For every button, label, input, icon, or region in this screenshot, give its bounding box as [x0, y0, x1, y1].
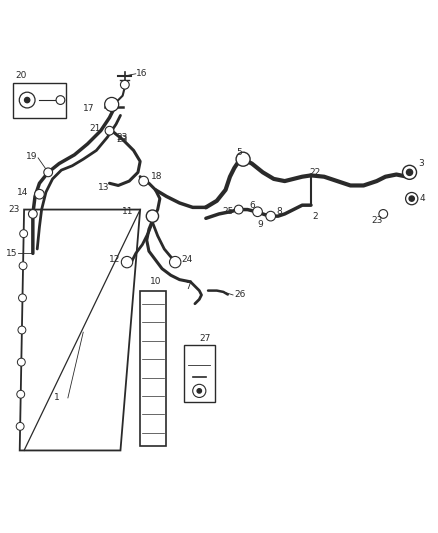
- Circle shape: [105, 126, 114, 135]
- Circle shape: [121, 256, 133, 268]
- Circle shape: [193, 384, 206, 398]
- Bar: [13, 83, 66, 118]
- Circle shape: [379, 209, 388, 219]
- Circle shape: [236, 152, 250, 166]
- Text: 5: 5: [236, 148, 242, 157]
- Text: 2: 2: [313, 212, 318, 221]
- Circle shape: [18, 326, 26, 334]
- Circle shape: [253, 207, 262, 216]
- Bar: [140, 290, 166, 446]
- Circle shape: [139, 176, 148, 186]
- Circle shape: [16, 423, 24, 430]
- Text: 10: 10: [150, 277, 161, 286]
- Circle shape: [146, 210, 159, 222]
- Circle shape: [197, 389, 201, 393]
- Text: 18: 18: [151, 172, 162, 181]
- Text: 21: 21: [89, 124, 101, 133]
- Circle shape: [406, 169, 413, 175]
- Circle shape: [120, 80, 129, 89]
- Text: 9: 9: [258, 220, 264, 229]
- Text: 3: 3: [418, 159, 424, 168]
- Text: 8: 8: [276, 207, 282, 216]
- Text: 20: 20: [15, 71, 27, 80]
- Text: 22: 22: [310, 168, 321, 177]
- Circle shape: [20, 230, 28, 238]
- Bar: [184, 345, 215, 402]
- Circle shape: [44, 168, 53, 177]
- Circle shape: [403, 165, 417, 179]
- Circle shape: [266, 211, 276, 221]
- Circle shape: [170, 256, 181, 268]
- Text: 15: 15: [6, 249, 18, 258]
- Circle shape: [409, 196, 414, 201]
- Circle shape: [35, 189, 44, 199]
- Circle shape: [19, 262, 27, 270]
- Circle shape: [56, 96, 65, 104]
- Text: 16: 16: [136, 69, 147, 78]
- Text: 6: 6: [249, 201, 255, 209]
- Circle shape: [406, 192, 418, 205]
- Text: 26: 26: [234, 290, 246, 300]
- Text: 19: 19: [26, 151, 37, 160]
- Text: 23: 23: [371, 216, 382, 225]
- Circle shape: [19, 92, 35, 108]
- Text: 17: 17: [83, 104, 94, 114]
- Text: 25: 25: [222, 207, 233, 216]
- Circle shape: [234, 205, 243, 214]
- Text: 1: 1: [54, 393, 60, 402]
- Text: 24: 24: [182, 255, 193, 264]
- Text: 12: 12: [109, 255, 120, 264]
- Circle shape: [17, 390, 25, 398]
- Text: 13: 13: [98, 183, 110, 192]
- Circle shape: [18, 358, 25, 366]
- Text: 14: 14: [17, 188, 28, 197]
- Circle shape: [18, 294, 26, 302]
- Circle shape: [28, 209, 37, 219]
- Circle shape: [25, 98, 30, 103]
- Circle shape: [105, 98, 119, 111]
- Text: 27: 27: [199, 334, 211, 343]
- Text: 11: 11: [122, 207, 134, 216]
- Text: 23: 23: [116, 133, 127, 142]
- Text: 4: 4: [420, 194, 425, 203]
- Text: 7: 7: [185, 282, 191, 290]
- Text: 23: 23: [116, 135, 127, 144]
- Text: 23: 23: [8, 205, 20, 214]
